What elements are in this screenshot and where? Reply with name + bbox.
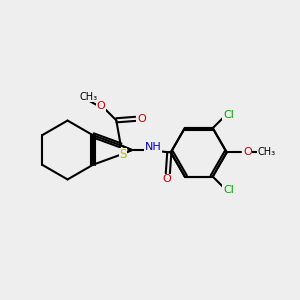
Text: O: O	[137, 114, 146, 124]
Text: S: S	[119, 148, 127, 161]
Text: O: O	[96, 101, 105, 112]
Text: CH₃: CH₃	[79, 92, 98, 102]
Text: CH₃: CH₃	[257, 147, 275, 158]
Text: Cl: Cl	[223, 110, 234, 120]
Text: Cl: Cl	[223, 185, 234, 195]
Text: NH: NH	[145, 142, 161, 152]
Text: O: O	[243, 147, 252, 158]
Text: O: O	[162, 174, 171, 184]
